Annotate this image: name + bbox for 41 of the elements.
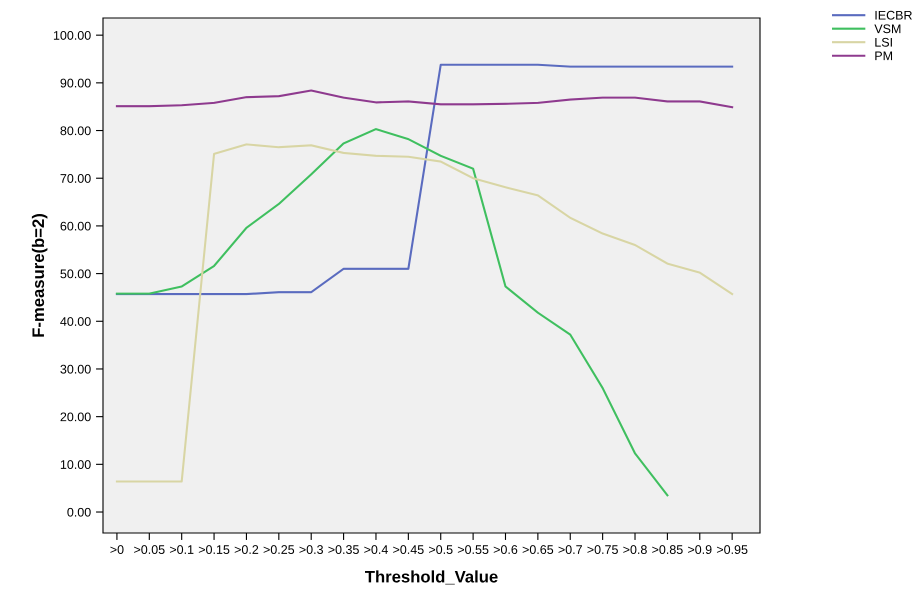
x-tick-label: >0.75 [587, 545, 618, 554]
legend-label: IECBR [875, 10, 912, 20]
x-tick-label: >0.5 [429, 545, 453, 554]
x-tick-label: >0.45 [393, 545, 424, 554]
x-tick-label: >0.3 [299, 545, 323, 554]
x-tick-label: >0.1 [170, 545, 194, 554]
legend-label: VSM [874, 24, 900, 34]
y-tick-label: 80.00 [60, 126, 91, 136]
x-tick-label: >0.55 [458, 545, 488, 554]
y-tick-label: 50.00 [60, 269, 91, 278]
x-axis-title: Threshold_Value [365, 570, 498, 584]
y-axis-title: F-measure(b=2) [32, 214, 48, 337]
x-tick-label: >0.65 [522, 545, 554, 554]
x-tick-label: >0.15 [198, 545, 230, 554]
x-tick-label: >0.6 [494, 545, 518, 554]
y-tick-label: 20.00 [60, 412, 91, 422]
line-series [116, 89, 734, 108]
legend-label: LSI [875, 38, 892, 47]
x-tick-label: >0.25 [264, 545, 294, 554]
x-tick-label: >0.95 [716, 545, 748, 554]
y-tick-label: 90.00 [60, 78, 91, 88]
legend-label: PM [875, 52, 892, 60]
line-series [116, 143, 734, 483]
y-tick-label: 100.00 [54, 30, 91, 40]
x-tick-label: >0.35 [328, 545, 359, 554]
x-tick-label: >0.9 [688, 545, 712, 554]
x-tick-label: >0 [110, 545, 124, 554]
y-tick-label: 60.00 [60, 222, 91, 231]
x-tick-label: >0.2 [234, 545, 258, 554]
y-tick-label: 10.00 [60, 460, 91, 469]
y-tick-label: 70.00 [60, 174, 91, 183]
y-tick-label: 0.00 [67, 508, 91, 517]
x-tick-label: >0.4 [364, 545, 388, 554]
line-series [116, 128, 668, 496]
y-tick-label: 40.00 [60, 317, 91, 326]
x-tick-label: >0.05 [134, 545, 165, 554]
x-tick-label: >0.85 [652, 545, 683, 554]
line-series [116, 64, 734, 296]
y-tick-label: 30.00 [60, 364, 91, 374]
x-tick-label: >0.7 [558, 545, 582, 554]
x-tick-label: >0.8 [623, 545, 647, 554]
